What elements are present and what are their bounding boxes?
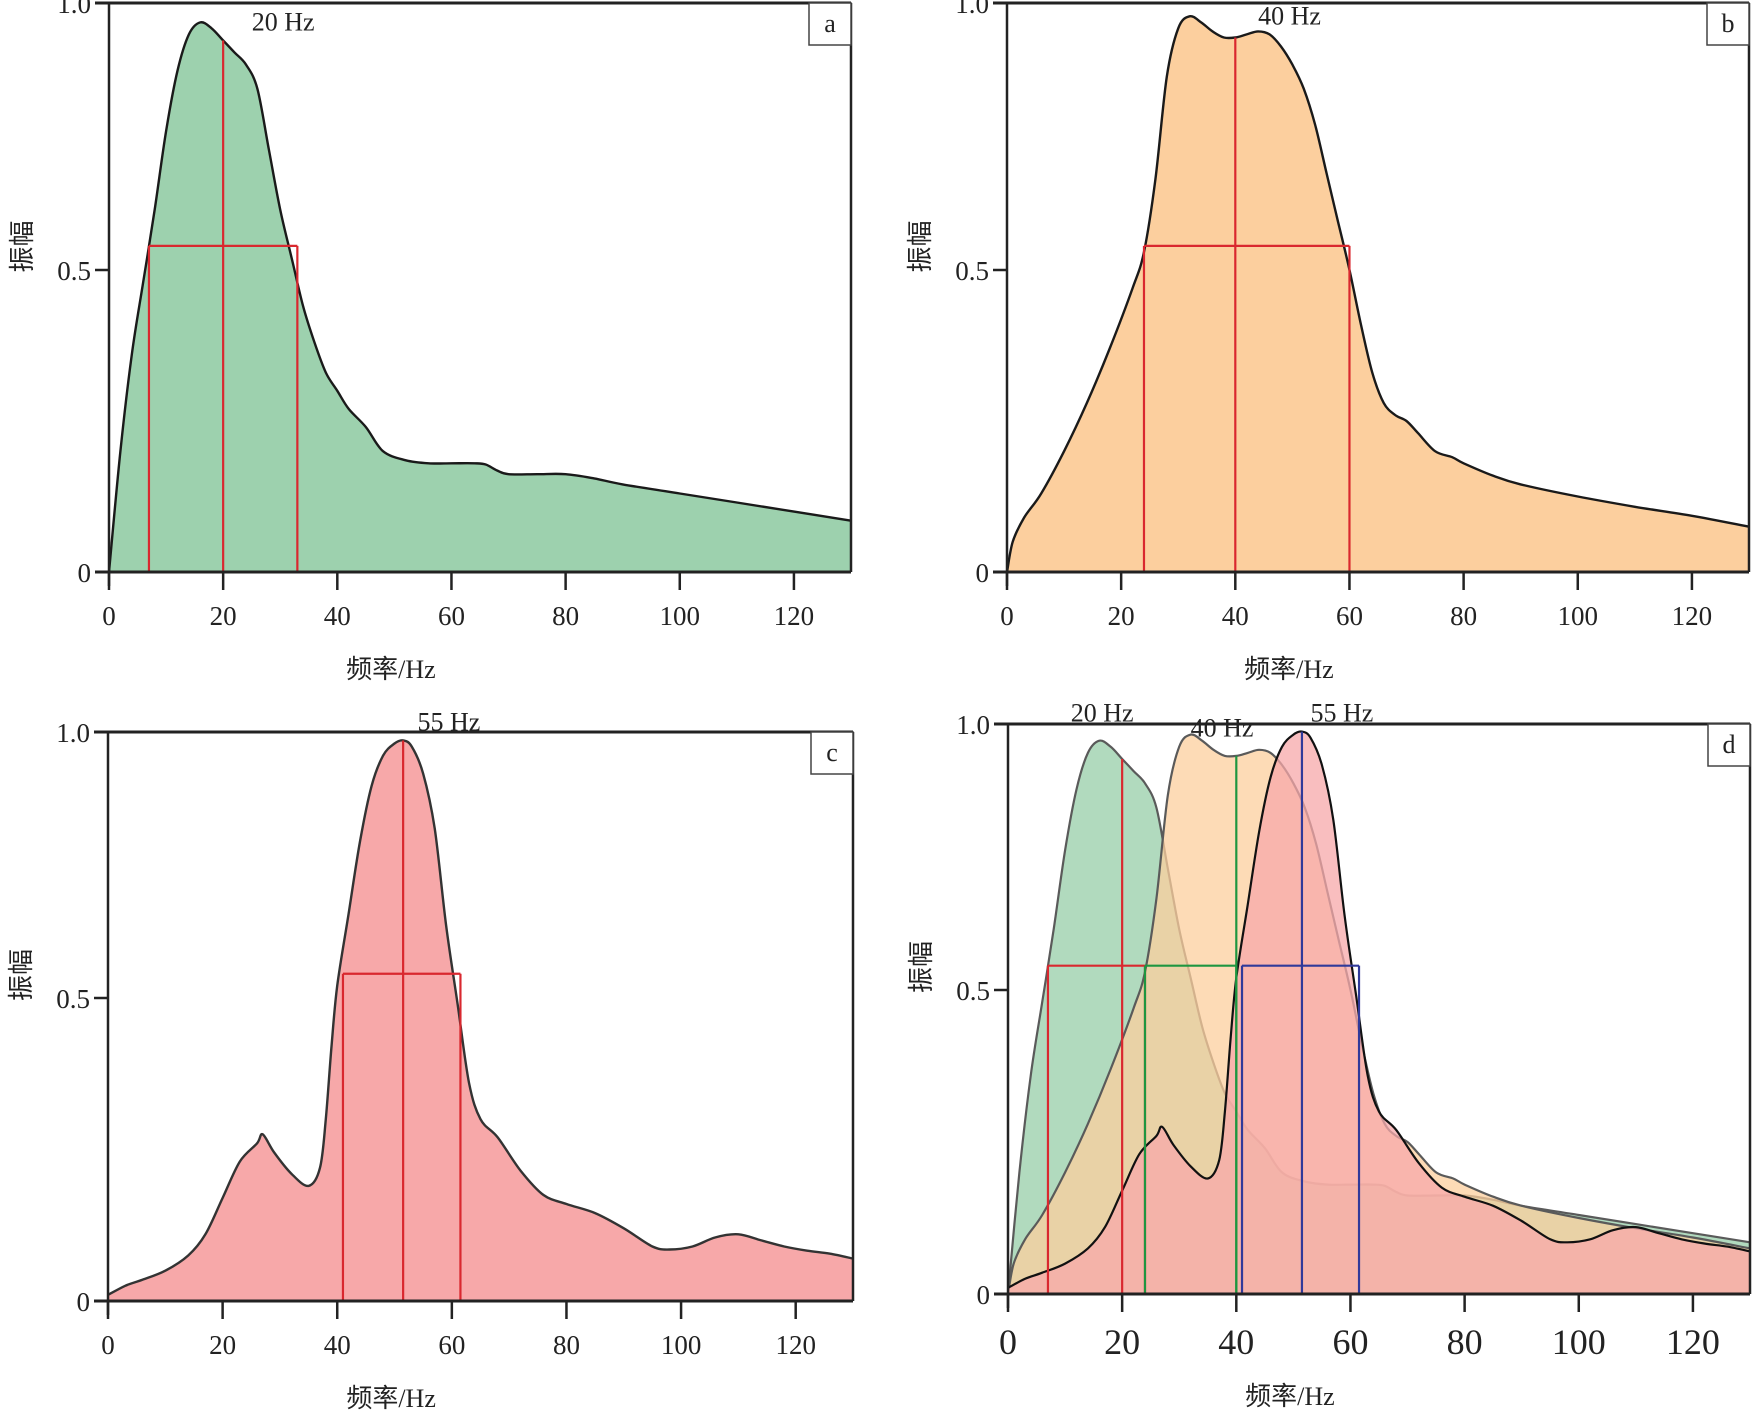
panel-letter: d	[1723, 730, 1736, 759]
x-tick-label: 20	[1104, 1322, 1140, 1362]
peak-frequency-label: 55 Hz	[417, 707, 480, 736]
x-tick-label: 120	[1672, 601, 1713, 631]
peak-frequency-label: 40 Hz	[1258, 1, 1321, 30]
x-tick-label: 40	[324, 601, 351, 631]
panel-a: 0 0.5 1.0 0 20 40 60 80 100 120 频率/Hz 振幅 a 20 Hz	[8, 0, 853, 684]
y-axis-title: 振幅	[8, 220, 37, 272]
x-tick-label: 80	[1450, 601, 1477, 631]
x-axis-title: 频率/Hz	[346, 655, 436, 684]
panel-b: 0 0.5 1.0 0 20 40 60 80 100 120 频率/Hz 振幅 b 40 Hz	[906, 0, 1751, 684]
x-tick-label: 120	[774, 601, 815, 631]
x-tick-label: 100	[1552, 1322, 1606, 1362]
panel-letter-box	[810, 731, 854, 775]
spectrum-line-d-c	[1007, 730, 1751, 1289]
x-axis-title: 频率/Hz	[346, 1384, 436, 1413]
spectrum-area-d-c	[1008, 731, 1750, 1294]
panel-letter: a	[824, 9, 836, 38]
y-tick-label: 0.5	[57, 256, 91, 286]
y-tick-label: 1.0	[956, 710, 990, 740]
x-tick-label: 20	[1108, 601, 1135, 631]
x-tick-label: 0	[999, 1322, 1017, 1362]
y-axis-title: 振幅	[907, 941, 936, 993]
y-tick-label: 0.5	[56, 984, 90, 1014]
y-tick-label: 0.5	[955, 256, 989, 286]
x-tick-label: 100	[660, 601, 701, 631]
y-tick-label: 1.0	[955, 0, 989, 19]
y-tick-label: 0	[77, 1287, 91, 1317]
spectrum-area-c	[108, 740, 853, 1301]
spectrum-area-d-b	[1008, 734, 1750, 1294]
x-tick-label: 40	[324, 1330, 351, 1360]
spectrum-line-c	[107, 739, 854, 1296]
x-tick-label: 0	[101, 1330, 115, 1360]
x-tick-label: 20	[209, 1330, 236, 1360]
panel-d: 0 0.5 1.0 0 20 40 60 80 100 120 频率/Hz 振幅 d 20 Hz 40 Hz…	[907, 698, 1752, 1411]
spectrum-area-a	[109, 22, 851, 572]
y-tick-label: 1.0	[56, 718, 90, 748]
spectrum-line-b	[1005, 14, 1750, 573]
x-tick-label: 60	[1332, 1322, 1368, 1362]
x-tick-label: 60	[438, 601, 465, 631]
y-axis-title: 振幅	[906, 220, 935, 272]
peak-frequency-label: 20 Hz	[1071, 698, 1134, 727]
x-tick-label: 80	[553, 1330, 580, 1360]
spectrum-area-b	[1007, 16, 1749, 573]
panel-letter-box	[1706, 2, 1750, 46]
x-tick-label: 40	[1222, 601, 1249, 631]
panel-c: 0 0.5 1.0 0 20 40 60 80 100 120 频率/Hz 振幅 c 55 Hz	[7, 707, 855, 1413]
y-tick-label: 0	[976, 558, 990, 588]
peak-frequency-label: 55 Hz	[1311, 698, 1374, 727]
panel-letter-box	[1707, 723, 1751, 767]
x-tick-label: 80	[552, 601, 579, 631]
x-tick-label: 60	[438, 1330, 465, 1360]
peak-frequency-label: 40 Hz	[1191, 714, 1254, 743]
y-tick-label: 0.5	[956, 976, 990, 1006]
panel-letter: c	[826, 738, 838, 767]
x-tick-label: 0	[1000, 601, 1014, 631]
x-axis-title: 频率/Hz	[1245, 1382, 1335, 1411]
y-tick-label: 0	[78, 558, 92, 588]
y-axis-title: 振幅	[7, 949, 36, 1001]
panel-letter: b	[1722, 9, 1735, 38]
x-tick-label: 100	[661, 1330, 702, 1360]
x-tick-label: 120	[775, 1330, 816, 1360]
panel-letter-box	[808, 2, 852, 46]
x-tick-label: 60	[1336, 601, 1363, 631]
y-tick-label: 0	[977, 1280, 991, 1310]
spectrum-line-a	[107, 21, 852, 573]
peak-frequency-label: 20 Hz	[252, 7, 315, 36]
y-tick-label: 1.0	[57, 0, 91, 19]
x-tick-label: 40	[1218, 1322, 1254, 1362]
x-tick-label: 0	[102, 601, 116, 631]
x-tick-label: 100	[1558, 601, 1599, 631]
x-axis-title: 频率/Hz	[1244, 655, 1334, 684]
x-tick-label: 80	[1447, 1322, 1483, 1362]
x-tick-label: 20	[210, 601, 237, 631]
x-tick-label: 120	[1666, 1322, 1720, 1362]
